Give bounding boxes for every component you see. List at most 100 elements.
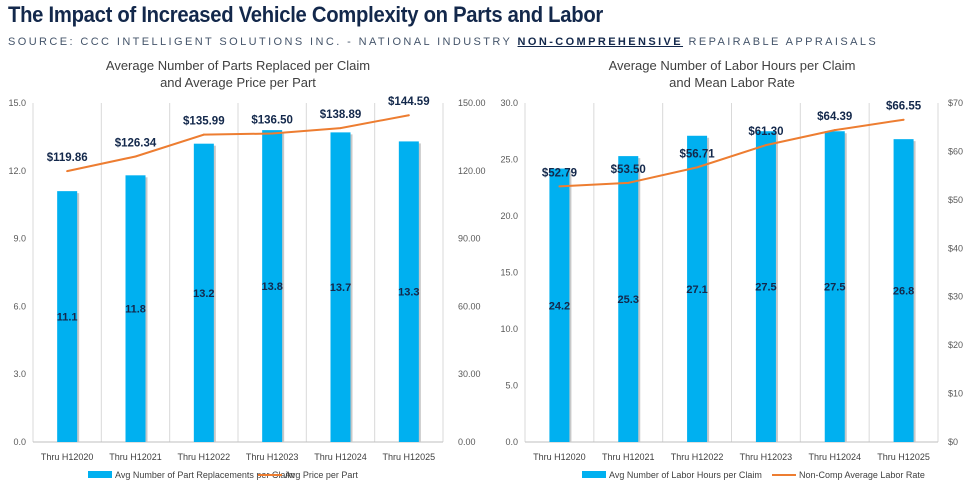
y-tick-left: 15.0 — [8, 98, 26, 108]
bar-value-label: 27.5 — [824, 282, 845, 294]
line-value-label: $135.99 — [183, 116, 225, 128]
subtitle-emphasis: NON-COMPREHENSIVE — [517, 36, 684, 48]
y-tick-left: 20.0 — [500, 211, 518, 221]
y-tick-right: $60 — [948, 146, 963, 156]
bar-value-label: 26.8 — [893, 286, 914, 298]
bar-value-label: 13.3 — [398, 287, 419, 299]
y-tick-right: 0.00 — [458, 437, 476, 447]
x-tick-label: Thru H12020 — [533, 452, 586, 462]
line-point — [202, 133, 205, 136]
bar — [755, 131, 776, 442]
x-tick-label: Thru H12023 — [246, 452, 299, 462]
bar-value-label: 11.8 — [125, 304, 146, 316]
line-value-label: $66.55 — [886, 101, 922, 113]
x-tick-label: Thru H12022 — [671, 452, 724, 462]
y-tick-right: 90.00 — [458, 234, 481, 244]
bar-value-label: 13.8 — [261, 281, 282, 293]
x-tick-label: Thru H12020 — [41, 452, 94, 462]
y-tick-left: 30.0 — [500, 98, 518, 108]
line-point — [66, 170, 69, 173]
bar-value-label: 24.2 — [549, 300, 570, 312]
y-tick-left: 6.0 — [13, 301, 26, 311]
x-tick-label: Thru H12021 — [602, 452, 655, 462]
y-tick-left: 0.0 — [505, 437, 518, 447]
line-point — [902, 118, 905, 121]
bar — [549, 168, 570, 443]
line-value-label: $56.71 — [679, 148, 715, 160]
bar — [893, 139, 914, 442]
x-tick-label: Thru H12021 — [109, 452, 162, 462]
legend-swatch-bar — [582, 471, 606, 478]
bar-value-label: 25.3 — [618, 294, 639, 306]
bar — [398, 141, 419, 443]
bar-value-label: 11.1 — [57, 312, 78, 324]
line-point — [339, 127, 342, 130]
line-value-label: $52.79 — [542, 167, 577, 179]
line-value-label: $61.30 — [748, 126, 783, 138]
line-value-label: $138.89 — [320, 109, 362, 121]
x-tick-label: Thru H12024 — [314, 452, 367, 462]
y-tick-right: 150.00 — [458, 98, 486, 108]
bar — [57, 191, 78, 442]
x-tick-label: Thru H12025 — [383, 452, 436, 462]
x-tick-label: Thru H12023 — [740, 452, 793, 462]
subtitle-text: REPAIRABLE APPRAISALS — [683, 36, 879, 48]
y-tick-right: $0 — [948, 437, 958, 447]
chart-title: and Mean Labor Rate — [669, 75, 795, 90]
y-tick-left: 25.0 — [500, 155, 518, 165]
y-tick-left: 0.0 — [13, 437, 26, 447]
bar — [618, 156, 639, 443]
bar-value-label: 13.7 — [330, 282, 351, 294]
y-tick-left: 9.0 — [13, 234, 26, 244]
y-tick-left: 3.0 — [13, 369, 26, 379]
line-point — [407, 114, 410, 117]
y-tick-left: 12.0 — [8, 166, 26, 176]
line-point — [696, 166, 699, 169]
bar-value-label: 27.5 — [755, 282, 776, 294]
bar — [687, 135, 708, 442]
legend-label: Avg Price per Part — [285, 470, 358, 480]
line-point — [271, 132, 274, 135]
line-series — [66, 114, 410, 173]
line-value-label: $126.34 — [115, 137, 157, 149]
legend-label: Non-Comp Average Labor Rate — [799, 470, 925, 480]
y-tick-right: $10 — [948, 389, 963, 399]
line-value-label: $144.59 — [388, 96, 430, 108]
line-value-label: $53.50 — [611, 164, 646, 176]
y-tick-left: 10.0 — [500, 324, 518, 334]
y-tick-right: 30.00 — [458, 369, 481, 379]
y-tick-left: 5.0 — [505, 381, 518, 391]
x-tick-label: Thru H12022 — [178, 452, 231, 462]
y-tick-right: $50 — [948, 195, 963, 205]
y-tick-right: $70 — [948, 98, 963, 108]
bar — [330, 132, 351, 442]
line-value-label: $136.50 — [251, 115, 293, 127]
legend-label: Avg Number of Labor Hours per Claim — [609, 470, 762, 480]
line-point — [134, 155, 137, 158]
page-title: The Impact of Increased Vehicle Complexi… — [8, 2, 604, 27]
chart-title: Average Number of Parts Replaced per Cla… — [106, 58, 370, 73]
x-tick-label: Thru H12024 — [808, 452, 861, 462]
chart-title: and Average Price per Part — [160, 75, 316, 90]
legend-label: Avg Number of Part Replacements per Clai… — [115, 470, 295, 480]
bar-value-label: 13.2 — [193, 288, 214, 300]
bar — [824, 131, 845, 442]
subtitle-text: SOURCE: CCC INTELLIGENT SOLUTIONS INC. -… — [8, 36, 518, 48]
line-point — [627, 181, 630, 184]
line-point — [833, 129, 836, 132]
line-point — [764, 144, 767, 147]
y-tick-right: 60.00 — [458, 301, 481, 311]
line-value-label: $64.39 — [817, 111, 852, 123]
line-series — [559, 118, 904, 188]
bar — [125, 175, 146, 442]
y-tick-right: $20 — [948, 340, 963, 350]
line-value-label: $119.86 — [47, 152, 88, 164]
bar-value-label: 27.1 — [686, 284, 707, 296]
y-tick-left: 15.0 — [500, 268, 518, 278]
legend-swatch-bar — [88, 471, 112, 478]
chart-title: Average Number of Labor Hours per Claim — [609, 58, 856, 73]
y-tick-right: $30 — [948, 292, 963, 302]
y-tick-right: $40 — [948, 243, 963, 253]
x-tick-label: Thru H12025 — [877, 452, 930, 462]
